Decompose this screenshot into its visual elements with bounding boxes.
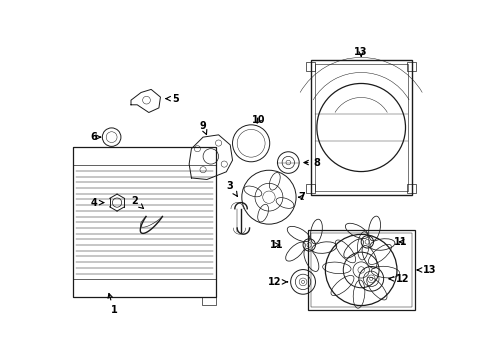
Text: 1: 1 xyxy=(108,293,117,315)
Bar xyxy=(311,233,412,307)
Text: 9: 9 xyxy=(200,121,207,135)
Bar xyxy=(306,62,316,71)
Text: 12: 12 xyxy=(269,277,288,287)
Text: 4: 4 xyxy=(91,198,104,208)
Text: 5: 5 xyxy=(166,94,179,104)
Bar xyxy=(73,279,216,297)
Text: 6: 6 xyxy=(91,132,100,142)
Bar xyxy=(407,184,416,193)
Text: 12: 12 xyxy=(389,274,409,284)
Bar xyxy=(311,60,412,195)
Text: 3: 3 xyxy=(227,181,237,196)
Text: 7: 7 xyxy=(298,192,305,202)
Bar xyxy=(306,184,316,193)
Bar xyxy=(202,297,216,305)
Text: 13: 13 xyxy=(417,265,437,275)
Text: 2: 2 xyxy=(131,196,144,208)
Bar xyxy=(308,230,415,310)
Text: 11: 11 xyxy=(270,240,283,250)
Text: 13: 13 xyxy=(354,48,368,58)
Text: 8: 8 xyxy=(304,158,320,167)
Bar xyxy=(73,147,216,165)
Bar xyxy=(407,62,416,71)
Bar xyxy=(315,64,408,191)
Bar xyxy=(73,147,216,297)
Text: 10: 10 xyxy=(252,115,266,125)
Text: 11: 11 xyxy=(394,237,408,247)
